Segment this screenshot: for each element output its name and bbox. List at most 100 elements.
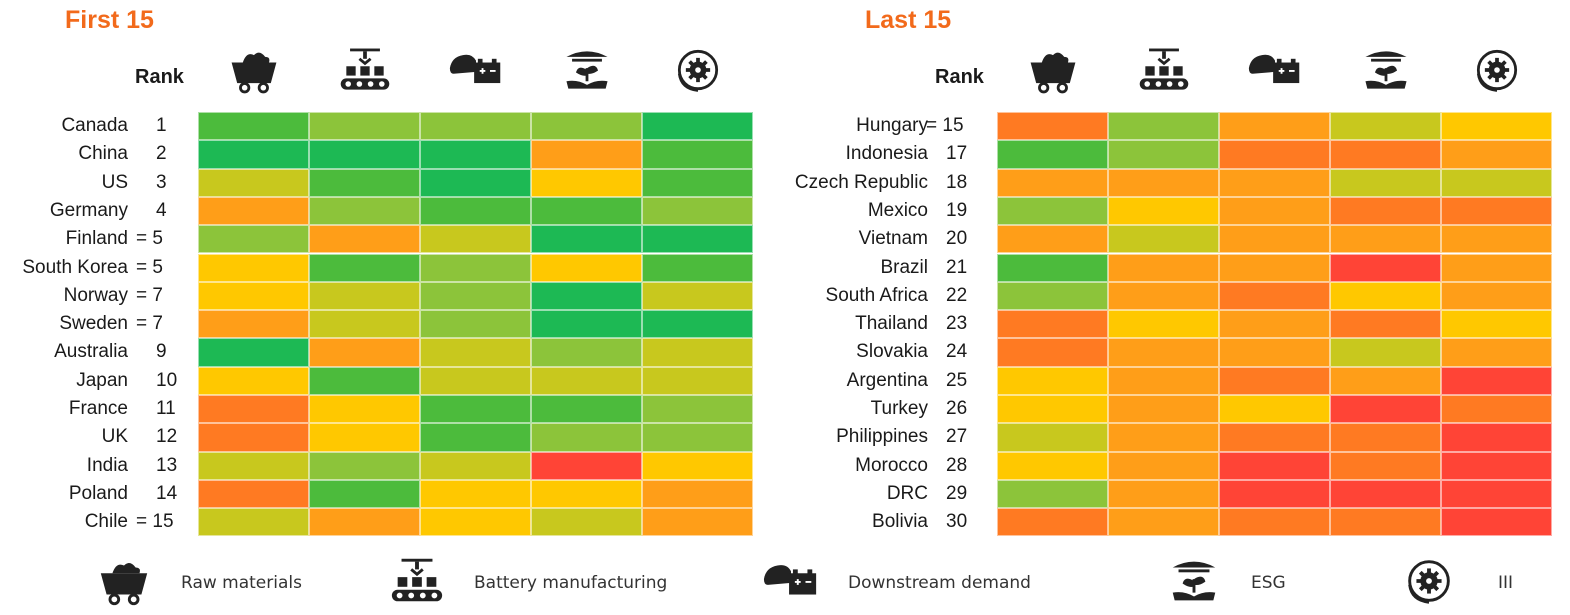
- rank-header: Rank: [135, 66, 184, 88]
- country-label: Czech Republic: [794, 171, 928, 193]
- heatmap-cell: [1219, 479, 1330, 509]
- heatmap-cell: [1330, 479, 1441, 509]
- heatmap-cell: [1108, 196, 1219, 226]
- first-15-panel: First 15 Rank Canada 1 China 2 US 3 Germany 4 Fi…: [0, 0, 760, 545]
- heatmap-cell: [642, 112, 753, 141]
- rank-value: 20: [946, 228, 968, 250]
- heatmap-cell: [531, 225, 642, 254]
- heatmap-cell: [1108, 225, 1219, 254]
- rank-value: 27: [946, 426, 968, 448]
- plant-hand-icon: [557, 42, 617, 98]
- country-label: Thailand: [855, 313, 928, 335]
- heatmap-cell: [531, 112, 642, 141]
- country-label: Canada: [61, 115, 128, 136]
- country-label: Brazil: [880, 256, 928, 278]
- heatmap-cell: [1441, 253, 1552, 282]
- rank-value: 10: [156, 369, 178, 391]
- rank-value: 9: [156, 341, 167, 363]
- heatmap-cell: [420, 451, 531, 480]
- country-label: Slovakia: [856, 341, 928, 363]
- heatmap-cell: [420, 196, 531, 226]
- rank-value: = 15: [136, 511, 174, 533]
- heatmap-cell: [997, 140, 1108, 169]
- heatmap-cell: [1219, 196, 1330, 226]
- heatmap-cell: [997, 281, 1108, 311]
- heatmap-cell: [1108, 338, 1219, 367]
- heatmap-cell: [642, 281, 753, 311]
- heatmap-cell: [1441, 395, 1552, 424]
- rank-value: 23: [946, 313, 968, 335]
- country-label: Argentina: [846, 369, 928, 391]
- heatmap-cell: [420, 395, 531, 424]
- rank-value: 11: [156, 398, 176, 419]
- heatmap-cell: [1108, 281, 1219, 311]
- heatmap-cell: [309, 479, 420, 509]
- country-label: DRC: [886, 482, 928, 504]
- heatmap-cell: [1219, 253, 1330, 282]
- country-label: South Korea: [22, 256, 128, 278]
- heatmap-cell: [997, 508, 1108, 537]
- heatmap-cell: [420, 253, 531, 282]
- heatmap-cell: [1219, 451, 1330, 480]
- country-label: India: [86, 454, 128, 476]
- country-label: Indonesia: [845, 143, 928, 165]
- heatmap-cell: [1219, 423, 1330, 452]
- factory-conveyor-icon: [335, 42, 395, 98]
- heatmap-cell: [531, 253, 642, 282]
- rank-value: 12: [156, 426, 178, 448]
- heatmap-cell: [309, 140, 420, 169]
- heatmap-cell: [531, 310, 642, 339]
- rank-value: 24: [946, 341, 968, 363]
- heatmap-cell: [1441, 338, 1552, 367]
- heatmap-cell: [198, 196, 309, 226]
- heatmap-cell: [531, 338, 642, 367]
- heatmap-cell: [997, 479, 1108, 509]
- heatmap-cell: [1330, 395, 1441, 424]
- heatmap-cell: [309, 112, 420, 141]
- legend-item: Downstream demand: [762, 555, 1031, 611]
- heatmap-cell: [531, 479, 642, 509]
- heatmap-cell: [997, 112, 1108, 141]
- heatmap-cell: [420, 366, 531, 395]
- heatmap-cell: [1108, 395, 1219, 424]
- heatmap-cell: [198, 253, 309, 282]
- heatmap-cell: [198, 479, 309, 509]
- car-battery-icon: [762, 555, 820, 612]
- country-label: China: [78, 143, 128, 165]
- rank-value: 3: [156, 171, 167, 193]
- mine-cart-icon: [224, 42, 284, 98]
- heatmap-cell: [1219, 508, 1330, 537]
- mine-cart-icon: [1023, 42, 1083, 98]
- heatmap-cell: [531, 508, 642, 537]
- heatmap-cell: [198, 168, 309, 197]
- country-label: UK: [101, 426, 128, 448]
- rank-value: 2: [156, 143, 167, 165]
- heatmap-cell: [309, 338, 420, 367]
- heatmap-cell: [1441, 479, 1552, 509]
- heatmap-cell: [1441, 281, 1552, 311]
- heatmap-cell: [531, 451, 642, 480]
- rank-value: 28: [946, 454, 968, 476]
- country-label: Vietnam: [858, 228, 928, 250]
- heatmap-cell: [198, 310, 309, 339]
- country-label: Philippines: [836, 426, 928, 448]
- heatmap-cell: [309, 366, 420, 395]
- heatmap-cell: [420, 112, 531, 141]
- heatmap-cell: [1330, 253, 1441, 282]
- factory-conveyor-icon: [1134, 42, 1194, 98]
- heatmap-cell: [1330, 508, 1441, 537]
- heatmap-cell: [642, 479, 753, 509]
- heatmap-cell: [198, 112, 309, 141]
- heatmap-cell: [420, 225, 531, 254]
- country-label: Hungary: [856, 115, 928, 136]
- heatmap-cell: [642, 310, 753, 339]
- legend-item: ESG: [1165, 555, 1286, 611]
- heatmap-cell: [1330, 112, 1441, 141]
- rank-value: 18: [946, 171, 968, 193]
- legend-item: III: [1400, 555, 1513, 611]
- heatmap-cell: [1441, 451, 1552, 480]
- panel-title: Last 15: [865, 6, 952, 34]
- heatmap-cell: [997, 310, 1108, 339]
- heatmap-cell: [997, 451, 1108, 480]
- heatmap-cell: [997, 366, 1108, 395]
